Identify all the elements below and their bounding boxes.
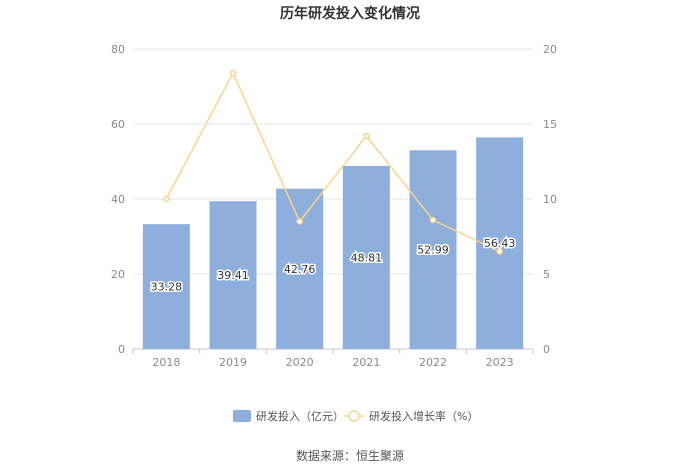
y-left-tick-label: 0 <box>118 343 125 356</box>
y-left-tick-label: 80 <box>111 43 125 56</box>
bar[interactable] <box>409 150 457 349</box>
bar-value-label: 52.99 <box>417 244 449 257</box>
bar-value-label: 42.76 <box>284 263 316 276</box>
line-point[interactable] <box>429 216 437 224</box>
bar-value-label: 33.28 <box>151 281 183 294</box>
x-tick-label: 2019 <box>219 356 247 369</box>
line-point[interactable] <box>163 195 170 203</box>
chart-title: 历年研发投入变化情况 <box>280 5 420 22</box>
bar-value-label: 48.81 <box>351 251 383 264</box>
bar-value-label: 56.43 <box>484 237 516 250</box>
bar-data-labels: 33.28 39.41 42.76 48.81 52.99 56.43 <box>149 236 517 295</box>
gridlines <box>133 48 533 275</box>
x-tick-label: 2020 <box>286 356 314 369</box>
data-source: 数据来源：恒生聚源 <box>296 448 404 463</box>
line-point[interactable] <box>296 218 303 225</box>
legend-item-bar[interactable]: 研发投入（亿元） <box>233 409 344 423</box>
bar[interactable] <box>142 224 190 349</box>
bar-series <box>142 137 524 349</box>
y-left-tick-label: 20 <box>111 268 125 281</box>
y-right-tick-label: 20 <box>543 43 557 56</box>
line-point[interactable] <box>496 248 503 255</box>
legend-bar-label: 研发投入（亿元） <box>256 409 344 423</box>
bar[interactable] <box>276 188 324 349</box>
bar[interactable] <box>209 201 257 349</box>
legend-line-marker <box>348 410 360 422</box>
y-right-tick-label: 10 <box>543 193 557 206</box>
x-tick-label: 2021 <box>352 356 380 369</box>
bar[interactable] <box>476 137 524 349</box>
x-tick-label: 2022 <box>419 356 447 369</box>
x-tick-label: 2018 <box>152 356 180 369</box>
bar-value-label: 39.41 <box>217 269 249 282</box>
legend[interactable]: 研发投入（亿元） 研发投入增长率（%） <box>233 409 478 423</box>
bar[interactable] <box>342 165 390 349</box>
y-left-tick-label: 40 <box>111 193 125 206</box>
legend-item-line[interactable]: 研发投入增长率（%） <box>344 409 478 423</box>
line-point[interactable] <box>363 132 370 140</box>
y-right-tick-label: 0 <box>543 343 550 356</box>
line-series <box>163 69 503 255</box>
x-tick-label: 2023 <box>486 356 514 369</box>
growth-rate-line <box>165 71 500 253</box>
line-point[interactable] <box>229 69 237 77</box>
y-right-tick-label: 15 <box>543 118 557 131</box>
legend-line-label: 研发投入增长率（%） <box>369 409 478 423</box>
y-right-tick-label: 5 <box>543 268 550 281</box>
axes: 0 20 40 60 80 0 5 10 15 20 2018 2019 2020 2021 2022 202… <box>111 43 557 369</box>
y-left-tick-label: 60 <box>111 118 125 131</box>
legend-bar-swatch <box>233 410 251 422</box>
